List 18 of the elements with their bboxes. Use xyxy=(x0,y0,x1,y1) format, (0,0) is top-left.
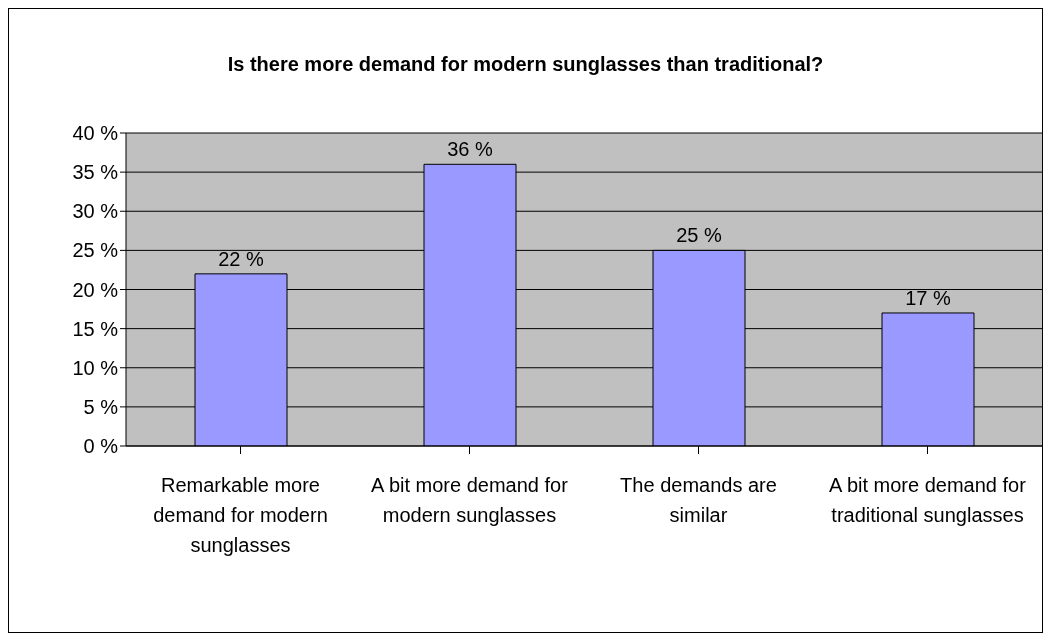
data-label: 36 % xyxy=(447,138,494,161)
chart-title: Is there more demand for modern sunglasses than traditional? xyxy=(226,53,825,76)
y-tick-label: 20 % xyxy=(72,278,119,301)
y-tick-label: 5 % xyxy=(83,395,119,418)
y-tick-label: 0 % xyxy=(83,435,119,458)
y-tick-label: 35 % xyxy=(72,161,119,184)
y-tick-label: 10 % xyxy=(72,356,119,379)
x-tick-label: The demands are similar xyxy=(620,474,777,527)
x-tick-label: A bit more demand for modern sunglasses xyxy=(371,474,569,527)
y-tick-label: 25 % xyxy=(72,239,119,262)
y-tick-label: 30 % xyxy=(72,200,119,223)
data-label: 25 % xyxy=(676,224,723,247)
y-tick-label: 15 % xyxy=(72,317,119,340)
data-label: 22 % xyxy=(218,247,265,270)
x-tick-label: A bit more demand for traditional sunglasses xyxy=(829,474,1027,527)
x-tick-label: Remarkable more demand for modern sunglasses xyxy=(153,474,328,557)
y-tick-label: 40 % xyxy=(72,122,119,145)
data-label: 17 % xyxy=(905,286,952,309)
